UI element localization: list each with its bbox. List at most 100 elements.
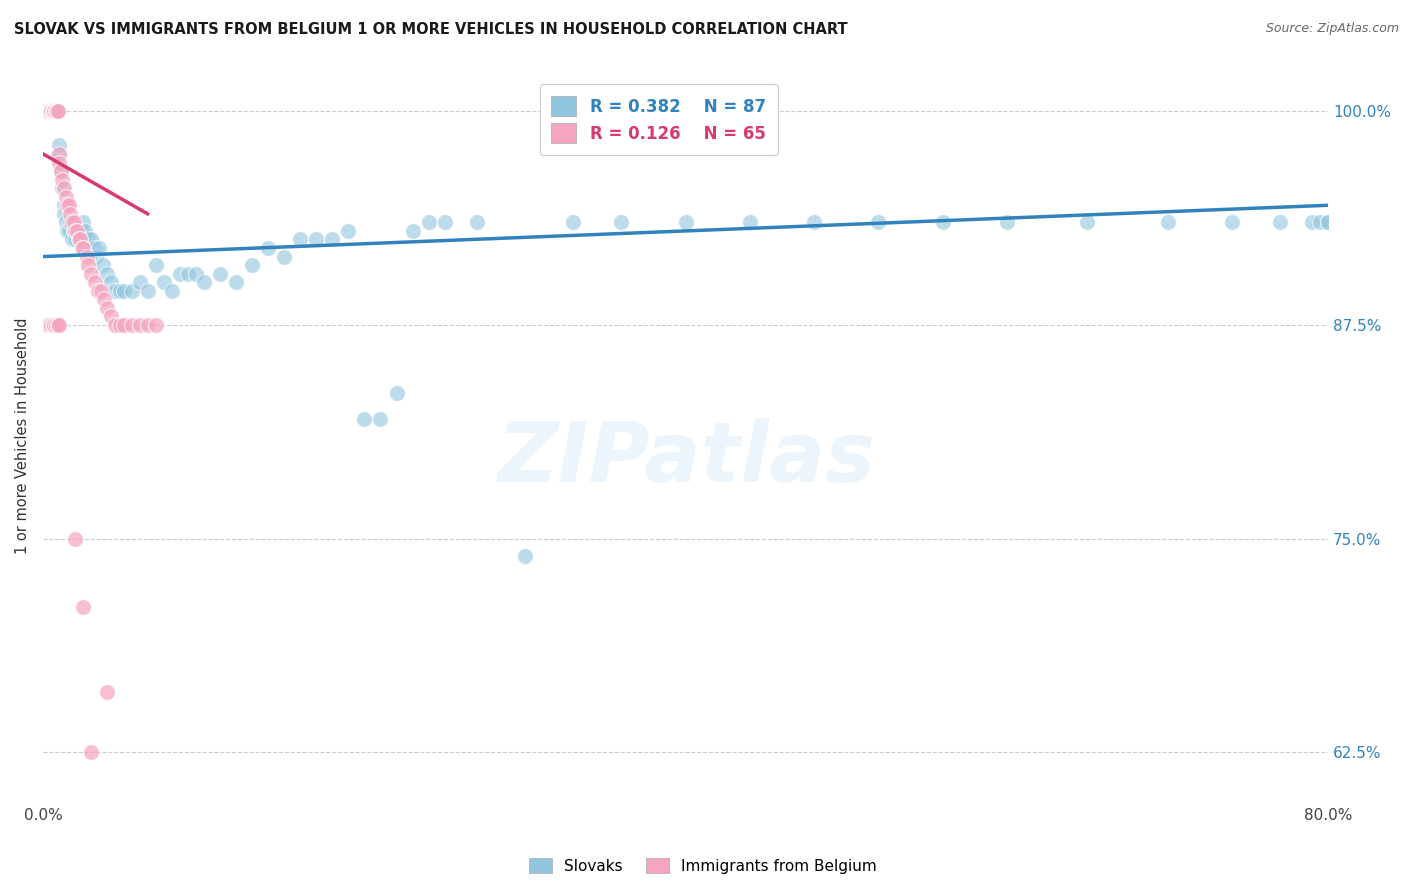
Point (48, 155, 70, 169)
Point (152, 275, 174, 289)
Point (37, 318, 59, 332)
Point (70, 224, 93, 238)
Point (46, 104, 69, 119)
Point (46, 104, 69, 119)
Point (128, 275, 150, 289)
Point (145, 258, 167, 272)
Point (868, 215, 890, 229)
Point (80, 232, 103, 246)
Point (67, 224, 90, 238)
Point (370, 412, 392, 426)
Point (51, 181, 73, 195)
Point (42, 104, 65, 119)
Point (39, 318, 62, 332)
Point (44, 318, 66, 332)
Point (55, 215, 77, 229)
Point (37, 104, 59, 119)
Point (59, 207, 82, 221)
Point (77, 232, 100, 246)
Point (321, 232, 343, 246)
Point (273, 250, 295, 264)
Point (110, 318, 132, 332)
Point (337, 224, 360, 238)
Text: ZIPatlas: ZIPatlas (496, 417, 875, 499)
Point (62, 224, 84, 238)
Point (35, 104, 58, 119)
Point (121, 284, 143, 298)
Point (72, 215, 94, 229)
Point (121, 318, 143, 332)
Point (513, 549, 536, 563)
Point (59, 215, 82, 229)
Point (84, 250, 107, 264)
Point (83, 241, 105, 255)
Point (1309, 215, 1331, 229)
Point (184, 267, 207, 281)
Point (90, 284, 112, 298)
Point (1220, 215, 1243, 229)
Point (136, 318, 159, 332)
Point (49, 164, 72, 178)
Point (51, 172, 73, 186)
Point (67, 232, 90, 246)
Point (160, 284, 183, 298)
Point (46, 104, 69, 119)
Point (145, 318, 167, 332)
Point (1156, 215, 1178, 229)
Text: Source: ZipAtlas.com: Source: ZipAtlas.com (1265, 22, 1399, 36)
Point (39, 104, 62, 119)
Point (112, 284, 135, 298)
Point (72, 600, 94, 615)
Point (46, 318, 69, 332)
Point (39, 104, 62, 119)
Point (45, 104, 67, 119)
Point (48, 147, 70, 161)
Point (73, 224, 96, 238)
Point (401, 224, 423, 238)
Point (44, 104, 66, 119)
Point (76, 250, 98, 264)
Point (35, 104, 58, 119)
Point (42, 104, 65, 119)
Point (112, 318, 135, 332)
Point (38, 104, 60, 119)
Point (44, 104, 66, 119)
Point (38, 318, 60, 332)
Point (803, 215, 825, 229)
Point (65, 224, 87, 238)
Point (240, 258, 263, 272)
Point (80, 745, 103, 759)
Point (45, 104, 67, 119)
Point (100, 310, 122, 324)
Point (70, 241, 93, 255)
Point (37, 104, 59, 119)
Point (257, 241, 280, 255)
Point (89, 241, 111, 255)
Point (44, 104, 66, 119)
Point (65, 232, 87, 246)
Point (53, 181, 76, 195)
Legend: R = 0.382    N = 87, R = 0.126    N = 65: R = 0.382 N = 87, R = 0.126 N = 65 (540, 84, 778, 155)
Point (385, 386, 408, 401)
Point (44, 104, 66, 119)
Point (55, 190, 77, 204)
Point (169, 267, 191, 281)
Point (60, 232, 83, 246)
Point (1268, 215, 1291, 229)
Point (65, 532, 87, 546)
Point (56, 198, 79, 212)
Point (1076, 215, 1098, 229)
Point (62, 215, 84, 229)
Point (45, 104, 67, 119)
Point (562, 215, 585, 229)
Point (48, 138, 70, 153)
Point (738, 215, 761, 229)
Point (38, 104, 60, 119)
Point (1317, 215, 1340, 229)
Point (58, 198, 80, 212)
Point (290, 232, 312, 246)
Point (128, 318, 150, 332)
Point (45, 104, 67, 119)
Point (38, 104, 60, 119)
Point (100, 275, 122, 289)
